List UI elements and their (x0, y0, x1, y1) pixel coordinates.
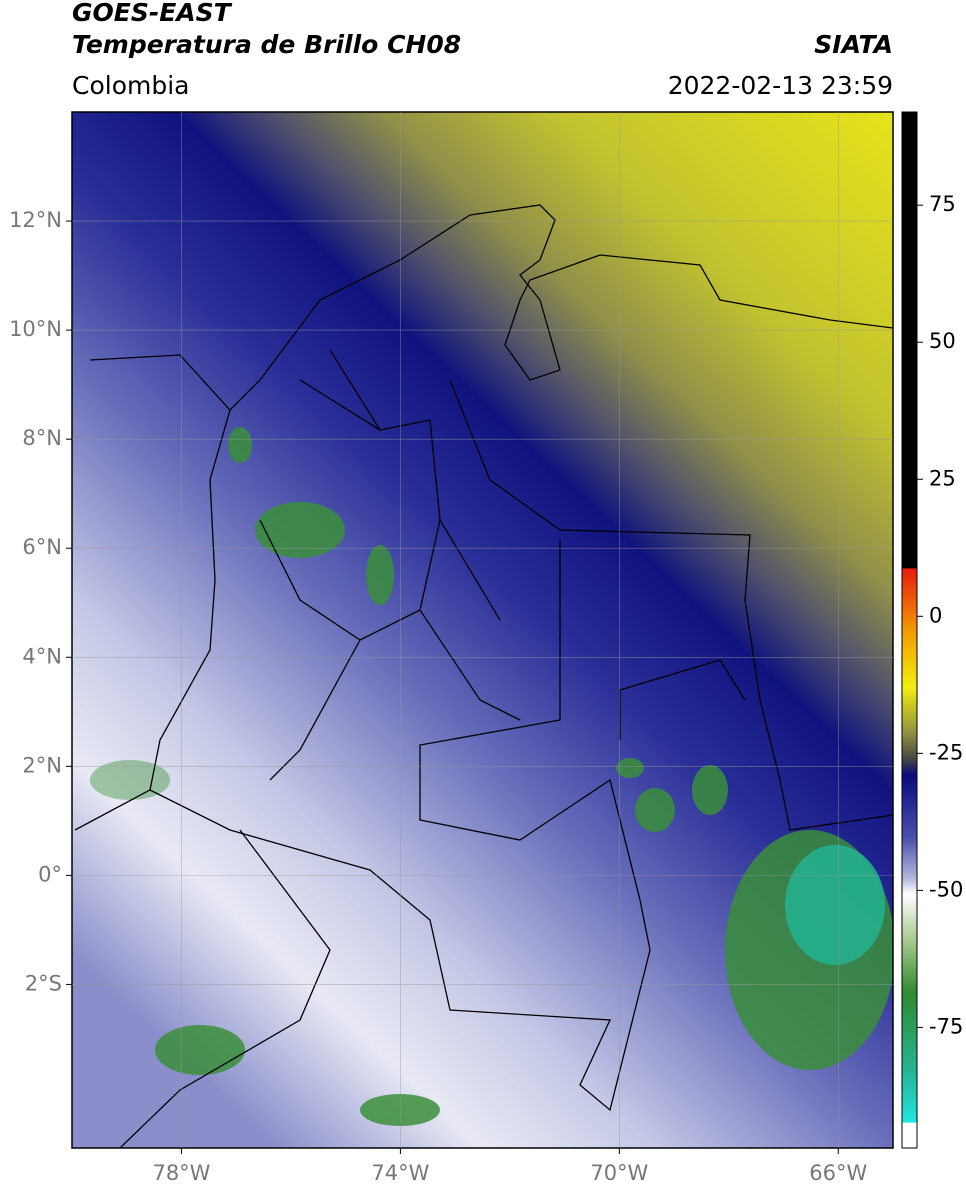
subtitle: Temperatura de Brillo CH08 (72, 30, 461, 59)
y-tick-label: 4°N (22, 644, 62, 668)
colorbar-tick-label: 75 (929, 192, 956, 216)
source: SIATA (814, 30, 893, 59)
datetime: 2022-02-13 23:59 (668, 71, 893, 100)
y-tick-label: 0° (38, 862, 62, 886)
y-tick-label: 2°S (25, 971, 62, 995)
colorbar-tick-label: 0 (929, 603, 942, 627)
x-tick-label: 66°W (809, 1161, 867, 1185)
map-frame (71, 111, 894, 1149)
colorbar-tick-label: -75 (929, 1014, 963, 1038)
colorbar-tick-label: 25 (929, 466, 956, 490)
y-tick-label: 2°N (22, 753, 62, 777)
x-tick-label: 74°W (371, 1161, 429, 1185)
colorbar (901, 111, 918, 1149)
y-tick-label: 12°N (9, 208, 62, 232)
colorbar-tick-label: 50 (929, 329, 956, 353)
title: GOES-EAST (72, 0, 233, 27)
x-tick-label: 78°W (152, 1161, 210, 1185)
imagery (72, 112, 893, 1148)
y-tick-label: 8°N (22, 426, 62, 450)
colorbar-tick-label: -50 (929, 877, 963, 901)
coldest-cloud (785, 845, 885, 965)
region: Colombia (72, 71, 189, 100)
colorbar-tick-label: -25 (929, 740, 963, 764)
y-tick-label: 10°N (9, 317, 62, 341)
borders (74, 204, 893, 1148)
y-tick-label: 6°N (22, 535, 62, 559)
x-tick-label: 70°W (590, 1161, 648, 1185)
